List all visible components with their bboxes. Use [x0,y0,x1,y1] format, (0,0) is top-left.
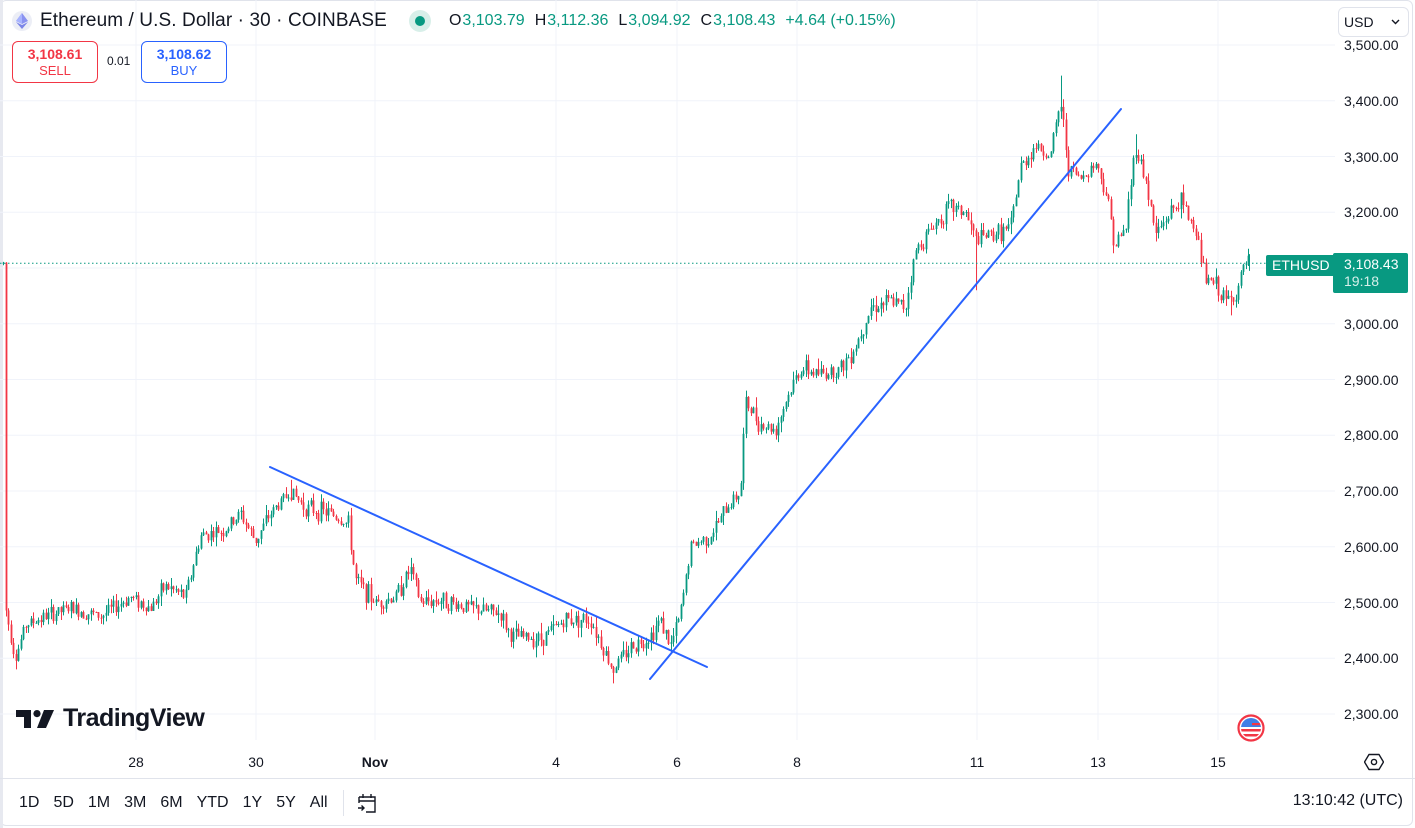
buy-label: BUY [170,63,198,78]
time-axis-label: 13 [1090,754,1106,770]
symbol-header: Ethereum / U.S. Dollar · 30 · COINBASE O… [12,7,896,35]
price-axis-label: 3,400.00 [1344,92,1399,109]
range-3m[interactable]: 3M [124,794,147,811]
range-1m[interactable]: 1M [87,794,111,811]
high-label: H [534,12,547,29]
time-axis-label: 30 [248,754,264,770]
symbol-title[interactable]: Ethereum / U.S. Dollar · 30 · COINBASE [40,10,387,31]
date-range-selector: 1D 5D 1M 3M 6M YTD 1Y 5Y All [12,790,380,816]
buy-price: 3,108.62 [156,46,212,62]
range-ytd[interactable]: YTD [196,794,229,811]
left-edge [0,0,3,828]
price-chart[interactable] [0,0,1415,778]
utc-clock[interactable]: 13:10:42 (UTC) [1292,792,1403,809]
ascending-trendline[interactable] [649,108,1122,680]
range-6m[interactable]: 6M [160,794,183,811]
range-1y[interactable]: 1Y [242,794,263,811]
ohlc-values: O 3,103.79 H 3,112.36 L 3,094.92 C 3,108.43 … [449,12,896,30]
range-1d[interactable]: 1D [19,794,40,811]
sell-price: 3,108.61 [27,46,83,62]
tradingview-logo[interactable]: TradingView [16,704,205,733]
range-5d[interactable]: 5D [53,794,74,811]
price-axis-label: 3,500.00 [1344,37,1399,53]
time-axis-label: 15 [1210,754,1226,770]
tradingview-logo-icon [16,709,54,728]
change-value: +4.64 (+0.15%) [785,12,896,29]
sell-label: SELL [39,63,71,78]
tradingview-logo-text: TradingView [63,704,205,732]
time-axis-label: Nov [361,754,389,770]
price-axis-label: 2,700.00 [1344,483,1399,499]
chart-grid [0,0,1335,740]
sell-button[interactable]: 3,108.61 SELL [12,41,98,83]
bottom-toolbar [0,778,1415,828]
bar-countdown: 19:18 [1344,273,1380,289]
currency-value: USD [1344,14,1374,30]
market-open-dot-icon [414,16,425,26]
range-5y[interactable]: 5Y [276,794,296,811]
go-to-date-button[interactable] [354,790,380,816]
price-axis-label: 2,400.00 [1344,650,1399,667]
price-axis-label: 2,900.00 [1344,371,1399,388]
price-axis-label: 3,000.00 [1344,315,1399,332]
low-value: 3,094.92 [628,12,691,29]
toolbar-divider [342,790,344,816]
descending-trendline[interactable] [269,466,708,668]
trendlines [269,108,1122,680]
price-axis-label: 3,300.00 [1344,148,1399,165]
close-label: C [700,12,713,29]
time-axis-label: 4 [552,754,560,770]
currency-select[interactable]: USD [1338,7,1409,37]
price-axis-label: 2,800.00 [1344,427,1399,444]
chart-settings-icon[interactable] [1364,752,1384,772]
last-price-label: 3,108.43 19:18 [1333,253,1408,293]
open-value: 3,103.79 [462,12,525,29]
price-axis-label: 2,600.00 [1344,538,1399,555]
calendar-goto-icon [357,794,376,813]
open-label: O [448,12,462,29]
price-axis-label: 2,300.00 [1344,706,1399,722]
time-axis-label: 11 [969,754,985,770]
high-value: 3,112.36 [547,12,609,29]
low-label: L [618,12,628,29]
ethereum-diamond-icon [12,11,32,31]
chevron-down-icon [1391,19,1400,25]
us-flag-events-icon[interactable] [1237,714,1265,742]
time-axis-label: 28 [128,754,144,770]
range-all[interactable]: All [309,794,328,811]
price-axis-label: 2,500.00 [1344,594,1399,611]
close-value: 3,108.43 [713,12,776,29]
time-axis-label: 6 [673,754,681,770]
market-status-indicator[interactable] [408,10,431,32]
candlestick-series [2,75,1250,684]
last-price-value: 3,108.43 [1344,256,1399,272]
buy-button[interactable]: 3,108.62 BUY [141,41,227,83]
time-axis-label: 8 [793,754,801,770]
symbol-price-tag: ETHUSD [1266,255,1336,276]
spread-value: 0.01 [107,54,131,68]
price-axis-label: 3,200.00 [1344,204,1399,221]
